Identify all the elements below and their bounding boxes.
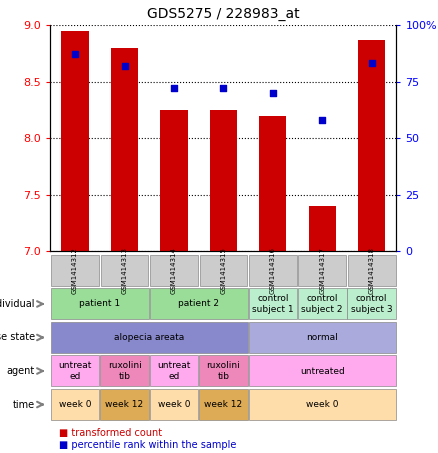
Bar <box>61 31 88 251</box>
Title: GDS5275 / 228983_at: GDS5275 / 228983_at <box>147 7 300 21</box>
Text: individual: individual <box>0 299 35 309</box>
Text: patient 1: patient 1 <box>79 299 120 308</box>
Point <box>71 51 78 58</box>
Text: GSM1414312: GSM1414312 <box>72 247 78 294</box>
Text: ruxolini
tib: ruxolini tib <box>206 361 240 381</box>
Bar <box>259 116 286 251</box>
Text: week 0: week 0 <box>158 400 190 409</box>
Text: GSM1414315: GSM1414315 <box>220 247 226 294</box>
Point <box>269 89 276 96</box>
Point <box>170 85 177 92</box>
Text: week 0: week 0 <box>59 400 92 409</box>
Text: week 12: week 12 <box>204 400 243 409</box>
Text: GSM1414313: GSM1414313 <box>121 247 127 294</box>
Point <box>319 116 326 124</box>
Point <box>220 85 227 92</box>
Text: agent: agent <box>7 366 35 376</box>
Bar <box>111 48 138 251</box>
Text: time: time <box>13 400 35 410</box>
Bar <box>358 40 385 251</box>
Text: untreat
ed: untreat ed <box>58 361 92 381</box>
Text: untreat
ed: untreat ed <box>157 361 191 381</box>
Text: week 0: week 0 <box>306 400 339 409</box>
Text: ruxolini
tib: ruxolini tib <box>108 361 141 381</box>
Text: control
subject 1: control subject 1 <box>252 294 293 313</box>
Bar <box>210 110 237 251</box>
Bar <box>309 206 336 251</box>
Text: GSM1414318: GSM1414318 <box>369 247 374 294</box>
Text: GSM1414317: GSM1414317 <box>319 247 325 294</box>
Text: week 12: week 12 <box>106 400 144 409</box>
Text: alopecia areata: alopecia areata <box>114 333 184 342</box>
Point <box>368 60 375 67</box>
Text: normal: normal <box>306 333 338 342</box>
Bar <box>160 110 187 251</box>
Text: GSM1414314: GSM1414314 <box>171 247 177 294</box>
Text: untreated: untreated <box>300 366 345 376</box>
Text: GSM1414316: GSM1414316 <box>270 247 276 294</box>
Text: ■ transformed count: ■ transformed count <box>59 428 162 438</box>
Text: control
subject 2: control subject 2 <box>301 294 343 313</box>
Text: patient 2: patient 2 <box>178 299 219 308</box>
Point <box>121 62 128 69</box>
Text: ■ percentile rank within the sample: ■ percentile rank within the sample <box>59 440 237 450</box>
Text: control
subject 3: control subject 3 <box>351 294 392 313</box>
Text: disease state: disease state <box>0 333 35 342</box>
